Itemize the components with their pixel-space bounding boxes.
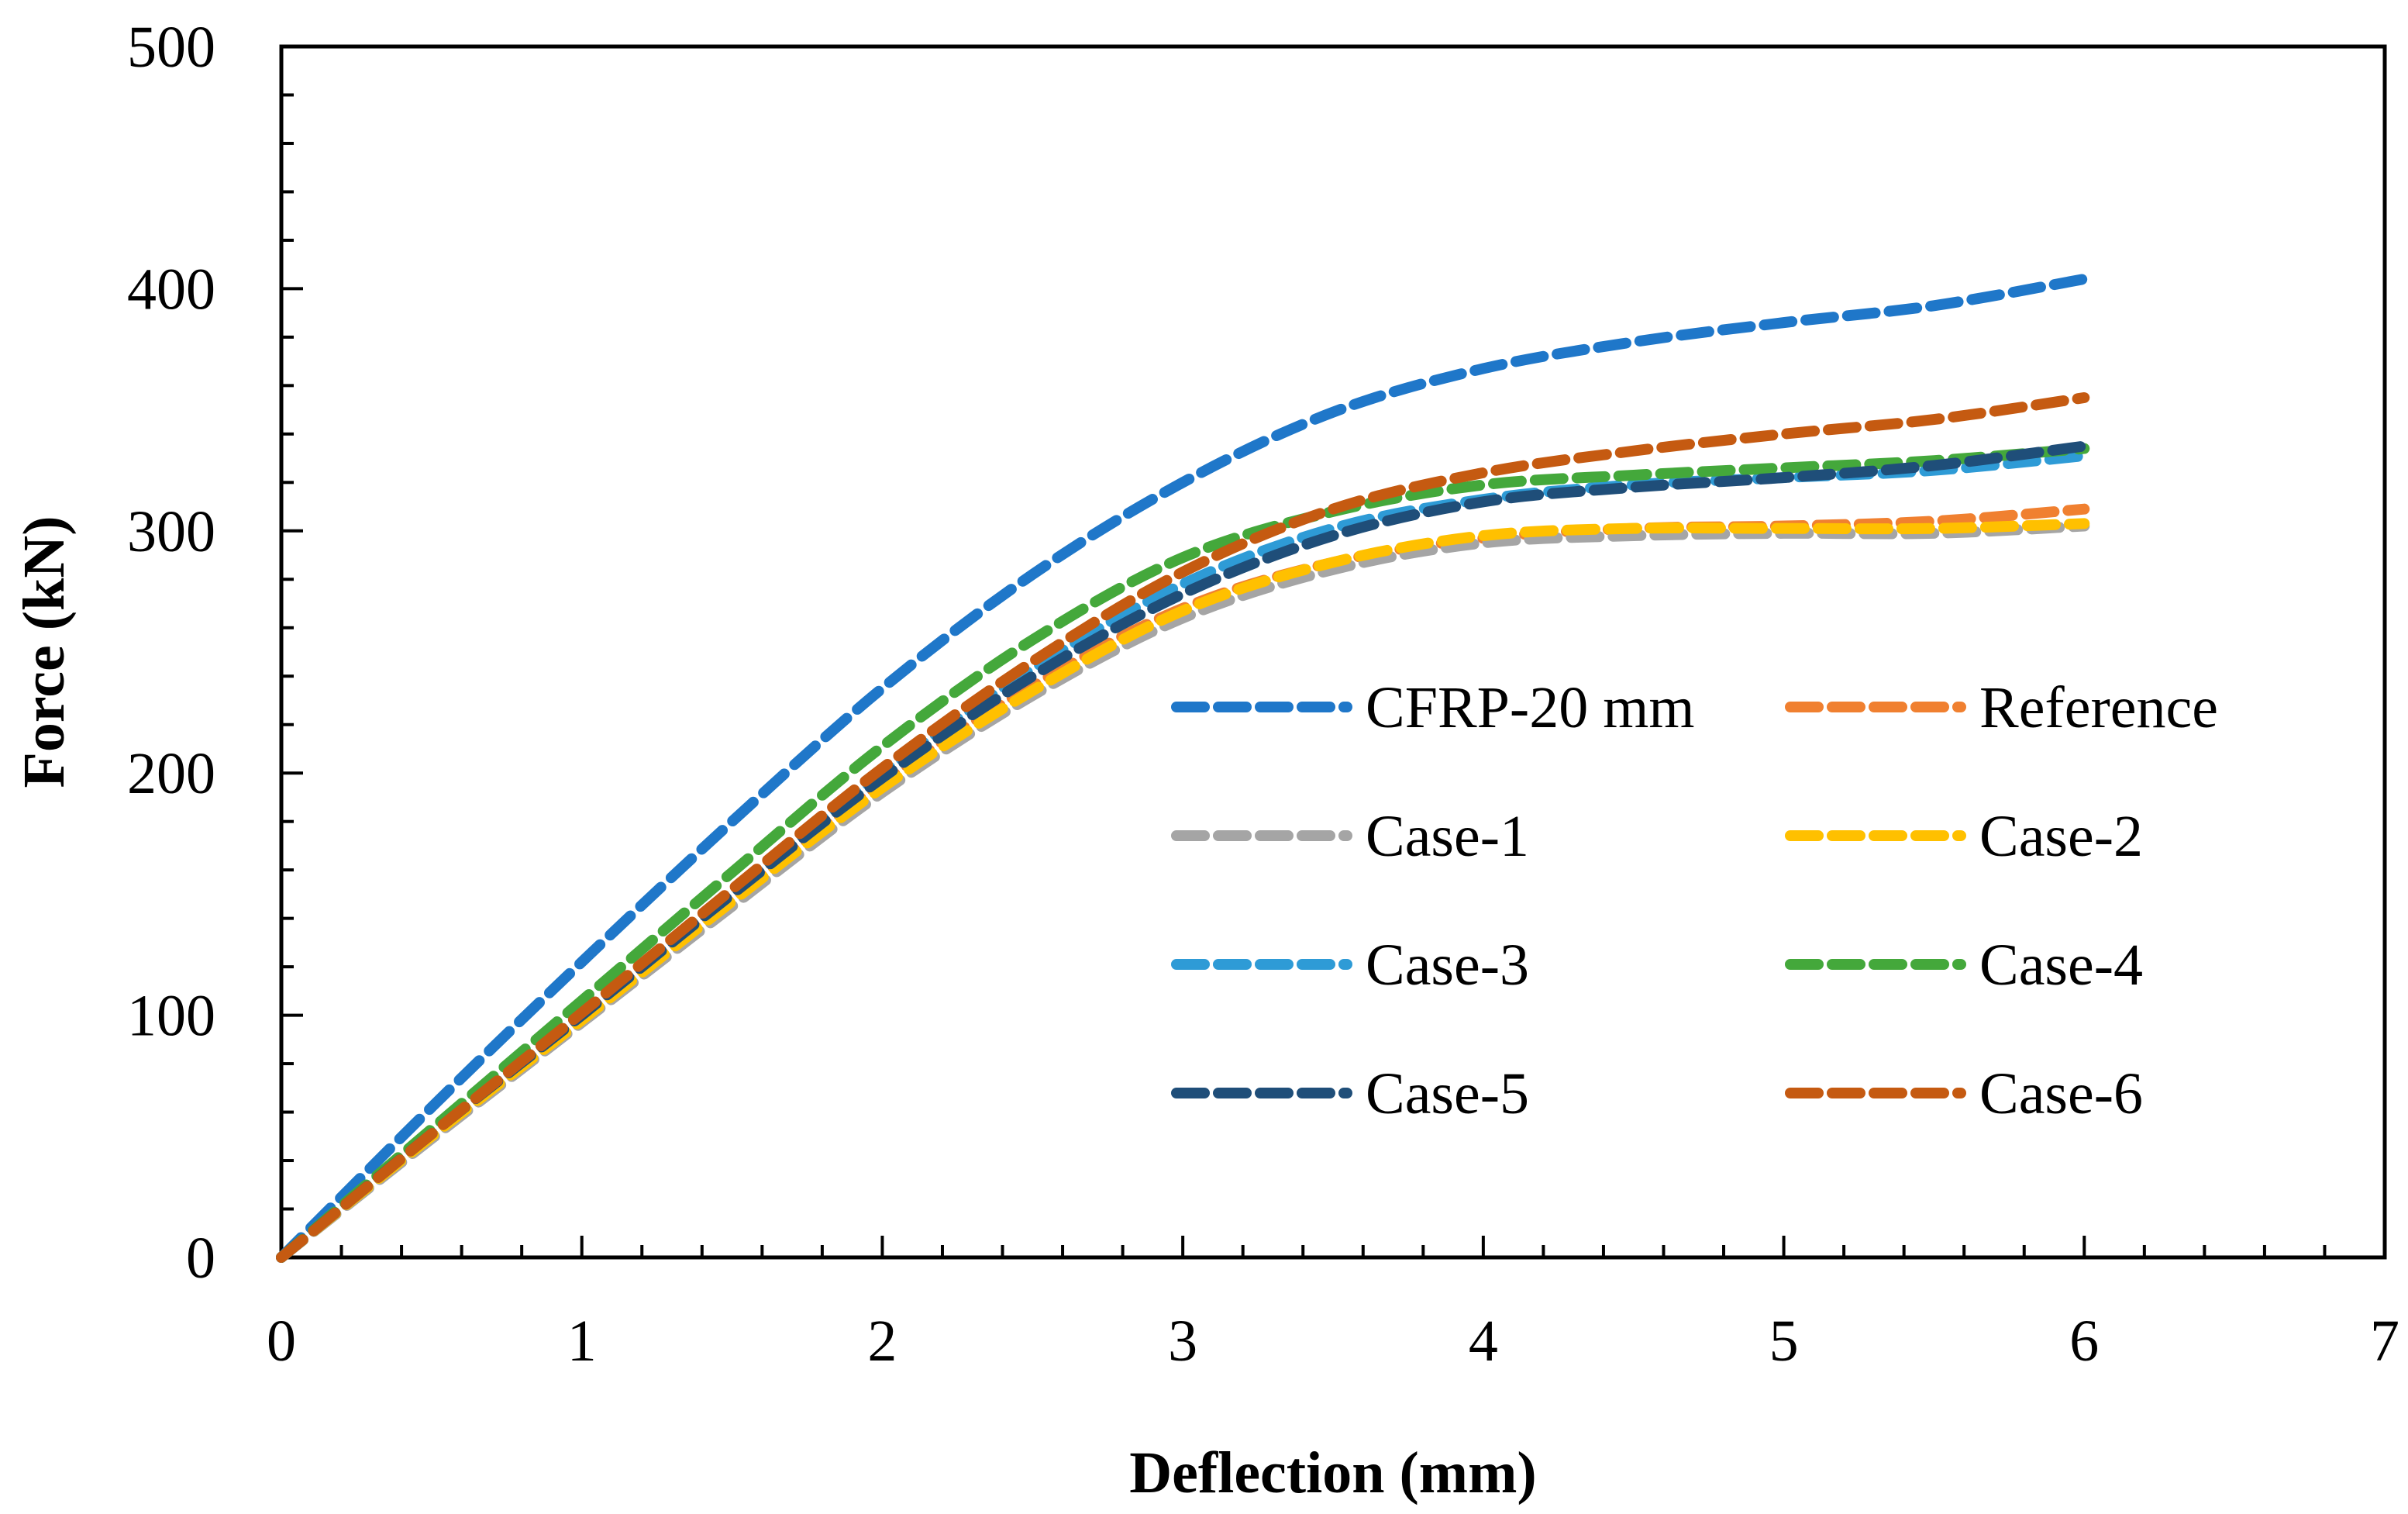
legend-label: Case-4	[1979, 933, 2143, 998]
x-tick-label: 5	[1769, 1309, 1799, 1374]
legend-label: Case-6	[1979, 1061, 2143, 1126]
x-tick-label: 2	[867, 1309, 897, 1374]
legend: CFRP-20 mm Reference Case-1 Case-2 Case-3 Cas…	[1171, 675, 2218, 1126]
y-axis-title: Force (kN)	[12, 516, 77, 788]
x-tick-label: 4	[1469, 1309, 1498, 1374]
legend-label: Case-1	[1366, 804, 1529, 869]
x-tick-label: 0	[267, 1309, 296, 1374]
y-tick-label: 200	[127, 741, 215, 806]
y-tick-label: 400	[127, 257, 215, 322]
series-line-6	[276, 443, 2090, 1263]
series-lines	[276, 273, 2090, 1263]
x-axis-ticks	[280, 1236, 2386, 1257]
y-axis-tick-labels: 0 100 200 300 400 500	[127, 15, 215, 1291]
series-line-3	[276, 520, 2090, 1263]
x-tick-label: 1	[567, 1309, 597, 1374]
legend-label: Case-3	[1366, 933, 1529, 998]
legend-label: Case-5	[1366, 1061, 1529, 1126]
legend-label: Reference	[1979, 675, 2218, 740]
series-line-1	[276, 273, 2090, 1263]
legend-label: Case-2	[1979, 804, 2143, 869]
series-line-8	[276, 391, 2090, 1263]
x-axis-tick-labels: 0 1 2 3 4 5 6 7	[267, 1309, 2399, 1374]
y-tick-label: 500	[127, 15, 215, 80]
legend-label: CFRP-20 mm	[1366, 675, 1694, 740]
x-tick-label: 7	[2370, 1309, 2399, 1374]
y-tick-label: 100	[127, 984, 215, 1049]
y-tick-label: 300	[127, 499, 215, 564]
x-tick-label: 6	[2069, 1309, 2099, 1374]
plot-area	[279, 44, 2387, 1260]
y-tick-label: 0	[186, 1226, 215, 1291]
x-axis-title: Deflection (mm)	[1129, 1440, 1536, 1505]
y-axis-ticks	[281, 45, 303, 1259]
x-tick-label: 3	[1168, 1309, 1197, 1374]
